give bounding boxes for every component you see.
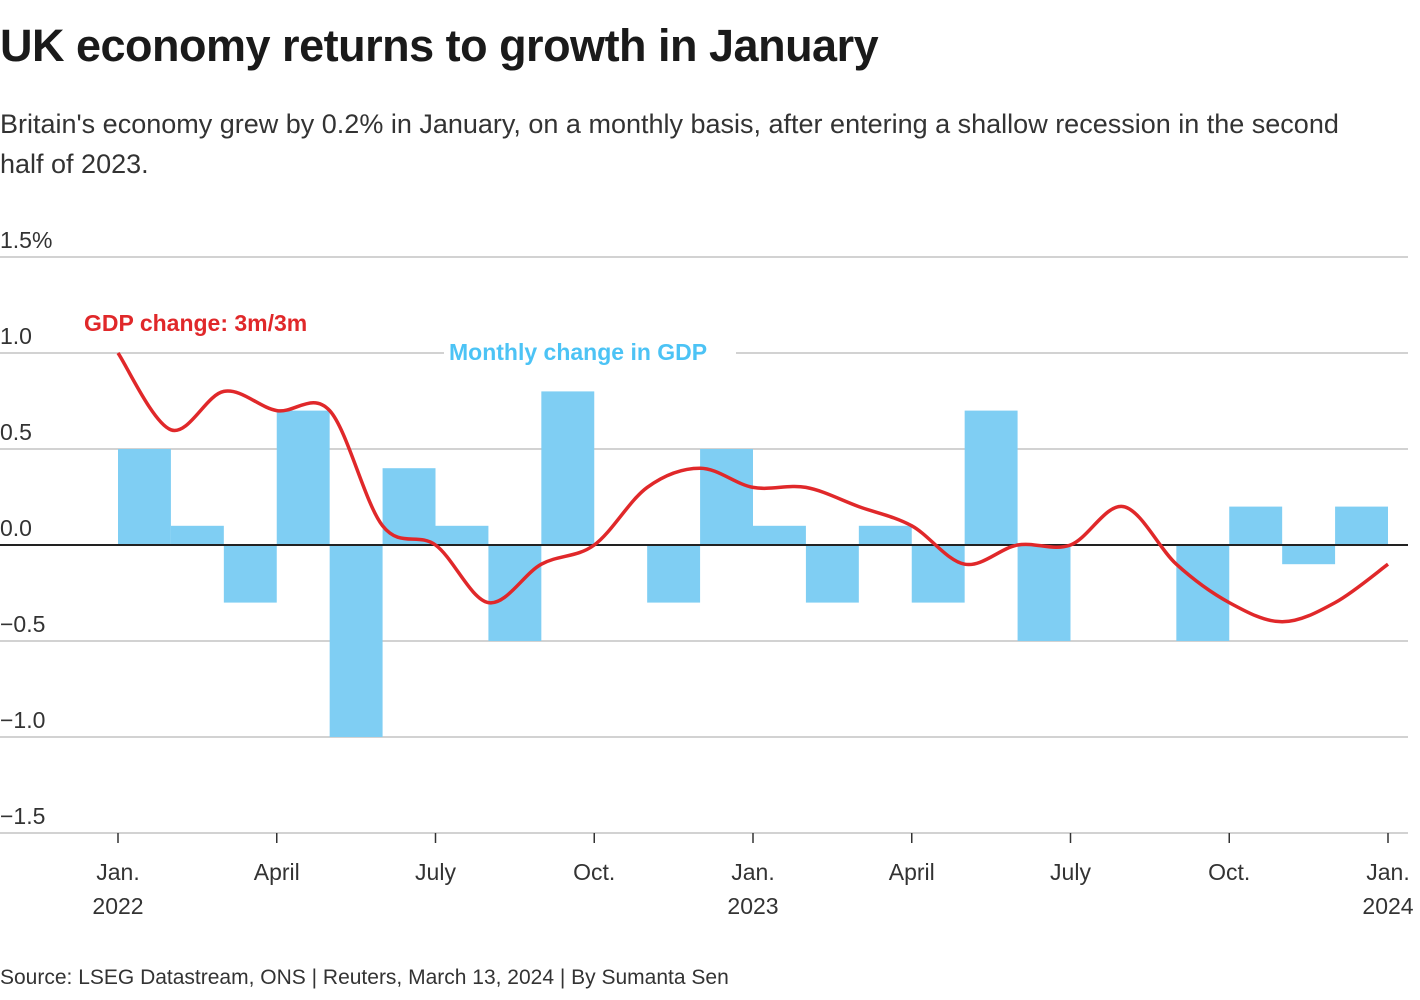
line-group xyxy=(116,352,1390,624)
bar xyxy=(805,545,859,603)
x-tick-label: Oct. xyxy=(1208,859,1250,885)
bar xyxy=(1017,545,1071,641)
series-label-3m: GDP change: 3m/3m xyxy=(84,310,307,336)
x-tick-label: Jan. xyxy=(1366,859,1409,885)
x-tick-label: Jan. xyxy=(96,859,139,885)
x-tick-label: Jan. xyxy=(731,859,774,885)
bar xyxy=(964,410,1018,545)
y-tick-label: 0.5 xyxy=(0,419,32,445)
bar xyxy=(488,545,542,641)
bar xyxy=(276,410,330,545)
bar xyxy=(858,525,912,545)
bar xyxy=(911,545,965,603)
x-tick-year: 2023 xyxy=(727,893,778,919)
bar xyxy=(541,391,595,545)
bar xyxy=(700,449,753,545)
y-tick-label: 1.0 xyxy=(0,323,32,349)
bar xyxy=(435,525,489,545)
label-background xyxy=(444,336,736,366)
bar xyxy=(647,545,701,603)
y-tick-label: −1.5 xyxy=(0,803,45,829)
bar xyxy=(223,545,277,603)
x-axis: Jan. 2022 April July Oct. Jan. 2023 April July Oc… xyxy=(92,833,1414,919)
x-tick-label: July xyxy=(415,859,456,885)
bar xyxy=(170,525,224,545)
bar xyxy=(1229,506,1283,545)
x-tick-label: April xyxy=(889,859,935,885)
y-tick-label: −0.5 xyxy=(0,611,45,637)
x-tick-year: 2024 xyxy=(1362,893,1413,919)
bar xyxy=(1335,506,1388,545)
x-tick-label: Oct. xyxy=(573,859,615,885)
bar xyxy=(118,449,171,545)
chart-title: UK economy returns to growth in January xyxy=(0,20,879,71)
bar xyxy=(329,545,383,737)
series-labels: Monthly change in GDP GDP change: 3m/3m xyxy=(84,310,736,366)
x-tick-year: 2022 xyxy=(92,893,143,919)
bars xyxy=(118,391,1388,737)
gdp-3m-line xyxy=(116,352,1390,624)
bar xyxy=(753,525,806,545)
y-tick-label: −1.0 xyxy=(0,707,45,733)
y-tick-label: 0.0 xyxy=(0,515,32,541)
bar xyxy=(1282,545,1336,565)
chart-subtitle: Britain's economy grew by 0.2% in Januar… xyxy=(0,109,1339,179)
x-tick-label: July xyxy=(1050,859,1091,885)
x-tick-label: April xyxy=(254,859,300,885)
y-tick-label: 1.5% xyxy=(0,227,52,253)
series-label-monthly: Monthly change in GDP xyxy=(449,339,707,365)
bar xyxy=(1176,545,1230,641)
source-note: Source: LSEG Datastream, ONS | Reuters, … xyxy=(0,966,729,989)
